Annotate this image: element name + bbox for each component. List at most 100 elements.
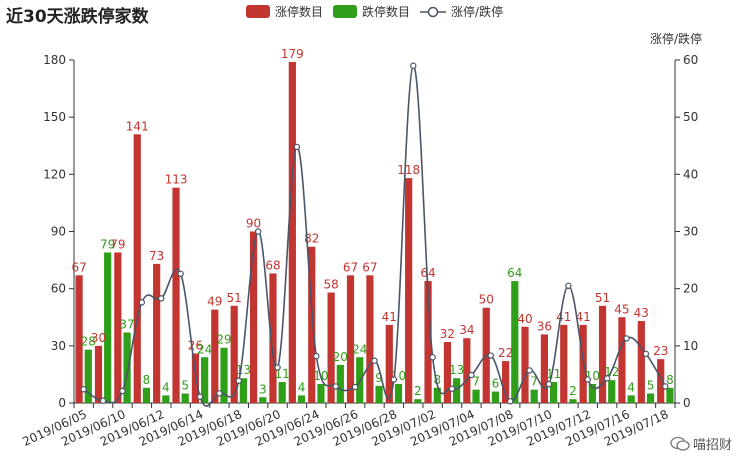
bar-limit-down xyxy=(491,391,500,403)
data-label-limit-up: 141 xyxy=(126,119,149,133)
bar-limit-up xyxy=(502,361,510,403)
data-label-limit-down: 28 xyxy=(81,335,96,349)
ratio-point xyxy=(80,386,87,393)
bar-limit-up xyxy=(211,309,219,403)
right-axis-tick-label: 60 xyxy=(683,53,698,67)
ratio-point xyxy=(468,371,475,379)
bar-limit-up xyxy=(540,334,548,403)
data-label-limit-up: 67 xyxy=(343,260,358,274)
bar-limit-up xyxy=(114,252,122,403)
data-label-limit-up: 23 xyxy=(653,344,668,358)
left-axis-tick-label: 150 xyxy=(43,110,66,124)
bar-limit-up xyxy=(366,275,374,403)
ratio-point xyxy=(313,352,320,360)
bar-limit-down xyxy=(123,332,131,403)
data-label-limit-up: 43 xyxy=(634,306,649,320)
right-axis-tick-label: 50 xyxy=(683,110,698,124)
data-label-limit-up: 68 xyxy=(265,258,280,272)
data-label-limit-up: 73 xyxy=(149,249,164,263)
bar-limit-down xyxy=(569,399,577,403)
left-axis-tick-label: 60 xyxy=(51,282,66,296)
data-label-limit-down: 29 xyxy=(216,333,231,347)
bar-limit-up xyxy=(560,324,568,403)
bar-limit-down xyxy=(142,387,151,403)
data-label-limit-up: 67 xyxy=(71,260,86,274)
data-label-limit-up: 67 xyxy=(362,260,377,274)
right-axis-tick-label: 20 xyxy=(683,282,698,296)
data-label-limit-down: 6 xyxy=(492,377,500,391)
data-label-limit-up: 118 xyxy=(397,163,420,177)
bar-limit-down xyxy=(627,395,635,403)
data-label-limit-up: 36 xyxy=(537,319,552,333)
ratio-point xyxy=(526,367,533,374)
data-label-limit-down: 24 xyxy=(352,342,367,356)
data-label-limit-up: 22 xyxy=(498,346,513,360)
bar-limit-up xyxy=(657,359,665,403)
chart-title: 近30天涨跌停家数 xyxy=(6,7,149,27)
left-axis-tick-label: 180 xyxy=(43,53,66,67)
data-label-limit-down: 9 xyxy=(375,371,383,385)
bar-limit-down xyxy=(530,389,538,403)
data-label-limit-up: 41 xyxy=(556,310,571,324)
data-label-limit-up: 40 xyxy=(517,312,532,326)
ratio-point xyxy=(410,62,417,69)
watermark-text: 喵招财 xyxy=(692,438,732,453)
ratio-point xyxy=(216,390,223,397)
ratio-point xyxy=(99,397,107,404)
bar-limit-down xyxy=(588,383,596,403)
ratio-point xyxy=(119,387,126,395)
left-axis-tick-label: 90 xyxy=(51,225,66,239)
data-label-limit-down: 2 xyxy=(414,384,422,398)
bar-limit-down xyxy=(336,364,344,403)
bar-limit-down xyxy=(220,347,228,403)
data-label-limit-down: 7 xyxy=(530,375,538,389)
right-axis-tick-label: 30 xyxy=(683,225,698,239)
bar-limit-up xyxy=(249,231,258,403)
legend-label-limit-up: 涨停数目 xyxy=(275,5,324,19)
bar-limit-up xyxy=(346,275,355,403)
legend-line-marker-icon xyxy=(420,6,447,17)
ratio-point xyxy=(390,376,398,383)
ratio-point xyxy=(293,143,301,151)
bar-limit-down xyxy=(414,399,422,403)
legend-item-limit-up[interactable]: 涨停数目 xyxy=(246,3,323,20)
data-label-limit-down: 7 xyxy=(472,375,480,389)
data-label-limit-up: 79 xyxy=(110,237,125,251)
bar-limit-up xyxy=(191,353,200,403)
ratio-point xyxy=(235,377,242,384)
ratio-series-line xyxy=(83,64,666,407)
right-axis-tick-label: 0 xyxy=(683,396,691,410)
legend-item-ratio[interactable]: 涨停/跌停 xyxy=(420,3,503,20)
data-label-limit-down: 4 xyxy=(298,380,306,394)
bar-limit-up xyxy=(443,342,452,403)
data-label-limit-down: 13 xyxy=(236,363,251,377)
ratio-point xyxy=(351,383,359,391)
bar-limit-down xyxy=(278,382,286,403)
right-axis-tick-label: 10 xyxy=(683,339,698,353)
ratio-point xyxy=(662,383,669,390)
bar-limit-down xyxy=(608,380,616,403)
ratio-point xyxy=(584,376,591,383)
data-label-limit-up: 50 xyxy=(479,293,494,307)
data-label-limit-up: 113 xyxy=(165,173,188,187)
bar-limit-down xyxy=(511,281,519,403)
data-label-limit-down: 24 xyxy=(197,342,212,356)
legend[interactable]: 涨停数目 跌停数目 涨停/跌停 xyxy=(246,3,513,20)
ratio-point xyxy=(603,375,611,382)
bar-limit-up xyxy=(521,326,529,403)
bar-limit-down xyxy=(433,387,441,403)
legend-swatch-limit-down xyxy=(333,5,358,18)
data-label-limit-down: 4 xyxy=(162,380,170,394)
ratio-point xyxy=(332,383,339,390)
watermark: 喵招财 xyxy=(670,434,732,453)
bar-limit-down xyxy=(84,349,92,403)
bar-limit-down xyxy=(239,378,247,403)
data-label-limit-down: 79 xyxy=(100,237,115,251)
bar-limit-up xyxy=(424,281,432,403)
bar-limit-up xyxy=(618,317,626,403)
ratio-point xyxy=(642,350,650,358)
data-label-limit-down: 11 xyxy=(546,367,561,381)
legend-item-limit-down[interactable]: 跌停数目 xyxy=(333,3,410,20)
bar-limit-up xyxy=(94,345,103,403)
